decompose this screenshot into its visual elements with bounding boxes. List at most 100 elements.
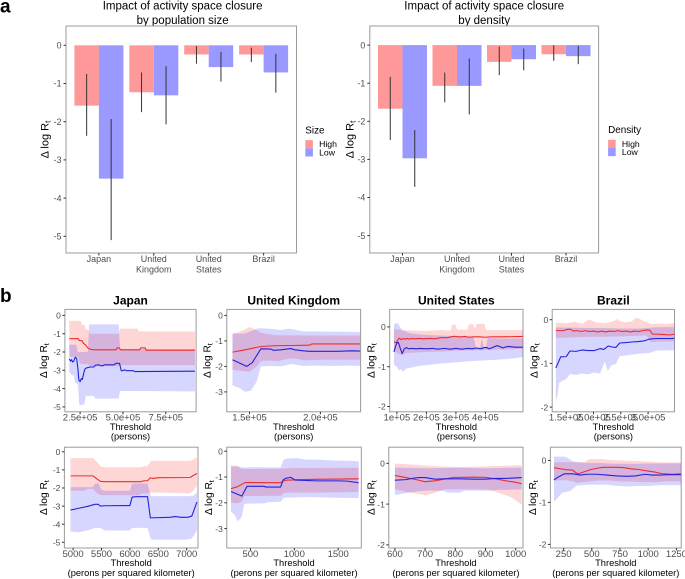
svg-text:-2: -2 — [54, 117, 62, 127]
svg-text:4e+05: 4e+05 — [472, 413, 499, 424]
svg-text:Kingdom: Kingdom — [439, 264, 475, 274]
svg-text:Threshold: Threshold — [110, 422, 151, 432]
svg-text:500: 500 — [242, 549, 258, 560]
svg-text:Low: Low — [622, 147, 639, 157]
svg-text:2e+05: 2e+05 — [413, 413, 440, 424]
svg-text:-4: -4 — [53, 519, 61, 529]
svg-text:5000: 5000 — [63, 549, 84, 560]
svg-text:(perons per squared kilometer): (perons per squared kilometer) — [230, 568, 357, 578]
svg-text:0: 0 — [218, 446, 223, 456]
svg-text:-2: -2 — [215, 362, 223, 372]
svg-text:-4: -4 — [53, 384, 61, 394]
svg-text:States: States — [196, 264, 222, 274]
svg-text:250: 250 — [556, 549, 572, 560]
svg-text:Threshold: Threshold — [111, 558, 152, 568]
svg-text:Δ log Rt: Δ log Rt — [528, 480, 540, 515]
svg-text:(perons per squared kilometer): (perons per squared kilometer) — [392, 568, 519, 578]
svg-text:0: 0 — [380, 459, 385, 469]
svg-text:0: 0 — [56, 311, 61, 321]
svg-text:1500: 1500 — [328, 549, 349, 560]
svg-text:Japan: Japan — [390, 254, 415, 264]
svg-text:6500: 6500 — [148, 549, 169, 560]
svg-text:3.0e+05: 3.0e+05 — [631, 413, 666, 424]
svg-text:-2: -2 — [539, 540, 547, 550]
svg-text:(perons per squared kilometer): (perons per squared kilometer) — [552, 568, 679, 578]
svg-text:1.5e+05: 1.5e+05 — [232, 413, 267, 424]
svg-text:-3: -3 — [53, 501, 61, 511]
svg-text:-2: -2 — [378, 402, 386, 412]
svg-text:7.5e+05: 7.5e+05 — [148, 413, 183, 424]
svg-text:-3: -3 — [53, 366, 61, 376]
svg-text:High: High — [319, 139, 337, 149]
svg-text:5.0e+05: 5.0e+05 — [106, 413, 141, 424]
svg-text:Δ log Rt: Δ log Rt — [39, 120, 52, 158]
svg-text:500: 500 — [584, 549, 600, 560]
svg-text:Japan: Japan — [87, 254, 112, 264]
svg-text:-1: -1 — [53, 465, 61, 475]
svg-text:Threshold: Threshold — [273, 558, 314, 568]
svg-text:6000: 6000 — [119, 549, 140, 560]
svg-text:-2: -2 — [357, 117, 365, 127]
svg-text:-1: -1 — [215, 472, 223, 482]
svg-text:-1: -1 — [54, 79, 62, 89]
svg-text:600: 600 — [387, 549, 403, 560]
svg-text:-2: -2 — [215, 498, 223, 508]
svg-text:750: 750 — [612, 549, 628, 560]
svg-text:Kingdom: Kingdom — [136, 264, 172, 274]
svg-text:-1: -1 — [541, 359, 549, 369]
svg-text:-3: -3 — [357, 155, 365, 165]
svg-text:Δ log Rt: Δ log Rt — [39, 343, 51, 378]
svg-text:United: United — [196, 254, 222, 264]
svg-text:(persons): (persons) — [437, 432, 476, 442]
svg-text:United: United — [444, 254, 470, 264]
svg-text:Impact of activity space closu: Impact of activity space closure — [404, 0, 564, 12]
svg-text:a: a — [0, 0, 11, 18]
svg-text:1e+05: 1e+05 — [384, 413, 411, 424]
svg-text:-4: -4 — [357, 193, 365, 203]
svg-text:Δ log Rt: Δ log Rt — [530, 343, 542, 378]
svg-text:(persons): (persons) — [594, 432, 633, 442]
svg-text:Δ log Rt: Δ log Rt — [367, 343, 379, 378]
svg-text:-5: -5 — [54, 232, 62, 242]
svg-text:United States: United States — [418, 293, 495, 307]
svg-text:by population size: by population size — [137, 15, 229, 27]
svg-text:-1: -1 — [215, 336, 223, 346]
svg-text:0: 0 — [381, 322, 386, 332]
svg-text:2.5e+05: 2.5e+05 — [603, 413, 638, 424]
svg-text:-1: -1 — [377, 499, 385, 509]
svg-text:5500: 5500 — [91, 549, 112, 560]
svg-text:1000: 1000 — [284, 549, 305, 560]
svg-text:Japan: Japan — [113, 293, 148, 307]
svg-text:-3: -3 — [215, 524, 223, 534]
svg-text:-4: -4 — [54, 193, 62, 203]
svg-text:1250: 1250 — [666, 549, 685, 560]
svg-text:-3: -3 — [54, 155, 62, 165]
svg-text:0: 0 — [57, 41, 62, 51]
svg-text:United: United — [498, 254, 524, 264]
svg-text:Threshold: Threshold — [273, 422, 314, 432]
svg-text:High: High — [622, 139, 640, 149]
svg-text:0: 0 — [218, 311, 223, 321]
svg-text:1.5e+05: 1.5e+05 — [549, 413, 584, 424]
svg-text:800: 800 — [447, 549, 463, 560]
svg-text:-1: -1 — [53, 329, 61, 339]
svg-text:2.5e+05: 2.5e+05 — [63, 413, 98, 424]
svg-text:-2: -2 — [53, 483, 61, 493]
svg-text:1000: 1000 — [505, 549, 526, 560]
svg-text:7000: 7000 — [176, 549, 197, 560]
svg-text:Δ log Rt: Δ log Rt — [203, 343, 215, 378]
svg-text:-3: -3 — [215, 387, 223, 397]
svg-text:b: b — [0, 286, 12, 307]
svg-text:-1: -1 — [378, 362, 386, 372]
svg-text:-1: -1 — [357, 78, 365, 88]
svg-text:by density: by density — [458, 15, 510, 27]
svg-text:Threshold: Threshold — [435, 558, 476, 568]
svg-text:(perons per squared kilometer): (perons per squared kilometer) — [68, 568, 195, 578]
svg-text:-2: -2 — [541, 402, 549, 412]
svg-text:Δ log Rt: Δ log Rt — [204, 480, 216, 515]
svg-text:United Kingdom: United Kingdom — [247, 293, 340, 307]
svg-text:-5: -5 — [53, 402, 61, 412]
svg-text:-5: -5 — [53, 538, 61, 548]
svg-text:-2: -2 — [53, 347, 61, 357]
svg-text:0: 0 — [56, 447, 61, 457]
